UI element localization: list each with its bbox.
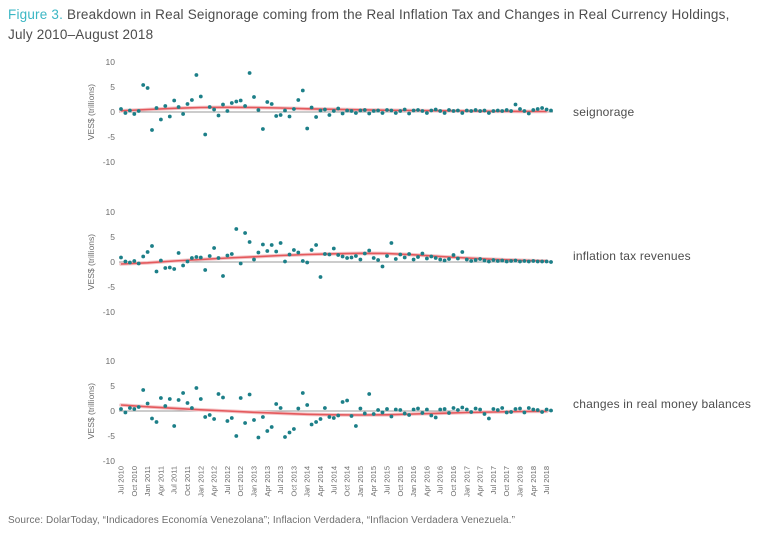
series-label-inflation-tax-revenues: inflation tax revenues (573, 249, 691, 263)
svg-text:0: 0 (110, 107, 115, 117)
svg-text:-5: -5 (107, 431, 115, 441)
svg-text:-5: -5 (107, 132, 115, 142)
svg-text:Jan 2017: Jan 2017 (462, 466, 471, 497)
x-axis-labels: Jul 2010 Oct 2010 Jan 2011 Apr 2011 Jul 2011… (117, 466, 552, 497)
source-note: Source: DolarToday, “Indicadores Economí… (8, 515, 516, 526)
svg-text:5: 5 (110, 82, 115, 92)
svg-text:Apr 2013: Apr 2013 (263, 466, 272, 496)
figure-number: Figure 3. (8, 7, 64, 22)
figure-title-text: Breakdown in Real Seignorage coming from… (8, 7, 730, 43)
svg-text:-10: -10 (103, 307, 116, 317)
svg-text:Jul 2017: Jul 2017 (489, 466, 498, 494)
svg-text:Oct 2013: Oct 2013 (289, 466, 298, 496)
svg-text:Apr 2011: Apr 2011 (156, 466, 165, 496)
svg-text:Jan 2018: Jan 2018 (516, 466, 525, 497)
svg-text:Apr 2014: Apr 2014 (316, 466, 325, 496)
series-label-seignorage: seignorage (573, 105, 635, 119)
svg-text:Jan 2016: Jan 2016 (409, 466, 418, 497)
svg-text:0: 0 (110, 257, 115, 267)
svg-text:10: 10 (106, 357, 116, 366)
svg-text:Oct 2012: Oct 2012 (236, 466, 245, 496)
svg-text:-10: -10 (103, 157, 116, 167)
svg-text:Oct 2014: Oct 2014 (343, 466, 352, 496)
svg-text:Jan 2015: Jan 2015 (356, 466, 365, 497)
svg-text:-10: -10 (103, 456, 116, 466)
figure-title: Figure 3. Breakdown in Real Seignorage c… (8, 5, 748, 46)
svg-text:Jul 2013: Jul 2013 (276, 466, 285, 494)
svg-text:0: 0 (110, 406, 115, 416)
seignorage-plot: VES$ (trillions) 10 5 0 -5 -10 (86, 58, 553, 167)
svg-text:Apr 2016: Apr 2016 (422, 466, 431, 496)
svg-text:VES$ (trillions): VES$ (trillions) (86, 84, 96, 140)
svg-text:Jul 2018: Jul 2018 (542, 466, 551, 494)
svg-text:Oct 2017: Oct 2017 (502, 466, 511, 496)
svg-text:Apr 2012: Apr 2012 (210, 466, 219, 496)
svg-text:Oct 2010: Oct 2010 (130, 466, 139, 496)
svg-text:5: 5 (110, 381, 115, 391)
svg-text:Oct 2015: Oct 2015 (396, 466, 405, 496)
svg-text:10: 10 (106, 58, 116, 67)
svg-text:Jul 2010: Jul 2010 (117, 466, 126, 494)
svg-text:5: 5 (110, 232, 115, 242)
series-label-changes-in-real-money-balances: changes in real money balances (573, 397, 752, 411)
svg-text:Apr 2015: Apr 2015 (369, 466, 378, 496)
svg-text:Apr 2017: Apr 2017 (476, 466, 485, 496)
svg-text:Oct 2016: Oct 2016 (449, 466, 458, 496)
svg-text:10: 10 (106, 208, 116, 217)
changes-in-real-money-balances-plot: VES$ (trillions) 10 5 0 -5 -10 (86, 357, 553, 466)
svg-text:Oct 2011: Oct 2011 (183, 466, 192, 496)
svg-text:Jul 2012: Jul 2012 (223, 466, 232, 494)
svg-text:Jul 2015: Jul 2015 (383, 466, 392, 494)
inflation-tax-revenues-plot: VES$ (trillions) 10 5 0 -5 -10 (86, 208, 553, 317)
svg-text:Jul 2011: Jul 2011 (170, 466, 179, 494)
svg-text:Jan 2011: Jan 2011 (143, 466, 152, 496)
svg-text:Jan 2012: Jan 2012 (196, 466, 205, 497)
svg-text:VES$ (trillions): VES$ (trillions) (86, 234, 96, 290)
svg-text:Jan 2014: Jan 2014 (303, 466, 312, 497)
svg-text:Jul 2016: Jul 2016 (436, 466, 445, 494)
svg-text:Jul 2014: Jul 2014 (329, 466, 338, 494)
svg-text:Apr 2018: Apr 2018 (529, 466, 538, 496)
svg-text:Jan 2013: Jan 2013 (250, 466, 259, 497)
svg-text:VES$ (trillions): VES$ (trillions) (86, 383, 96, 439)
svg-text:-5: -5 (107, 282, 115, 292)
